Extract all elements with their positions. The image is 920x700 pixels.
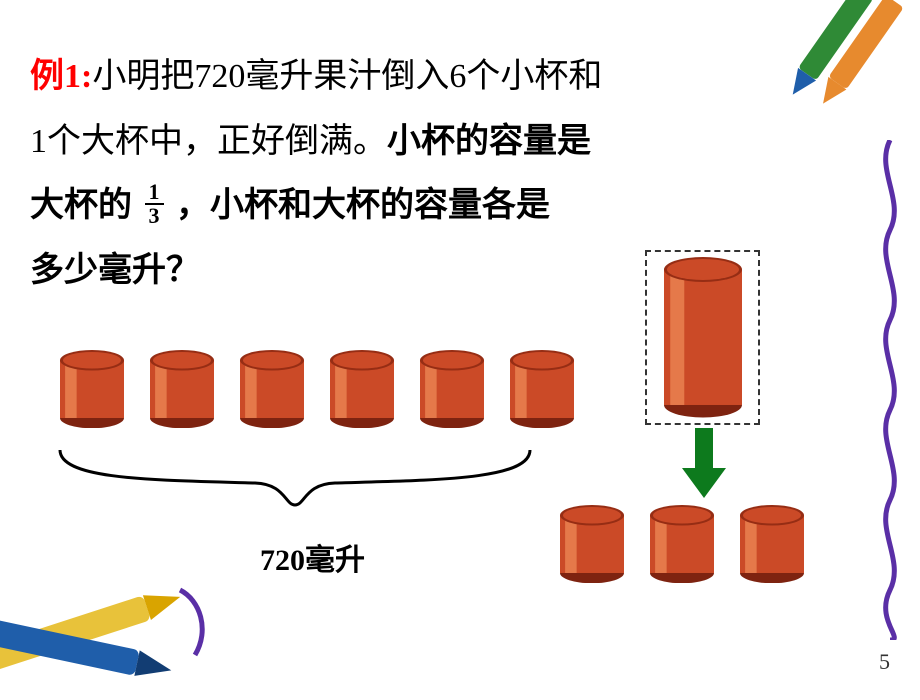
total-label: 720毫升 [260,535,365,579]
fraction-numerator: 1 [145,181,164,205]
squiggle-icon [870,140,910,640]
bold-part-c: ，小杯和大杯的容量各是 [176,187,550,224]
text-part-2: 1个大杯中，正好倒满。 [30,123,387,160]
slide: 例1:小明把720毫升果汁倒入6个小杯和 1个大杯中，正好倒满。小杯的容量是 大… [0,0,920,690]
small-cup-icon [150,350,214,433]
fraction: 1 3 [145,181,164,227]
down-arrow-icon [682,428,726,498]
big-cup-dashed-box [645,250,760,425]
crayon-bottom-left-icon [0,550,230,700]
small-cup-icon [510,350,574,433]
small-cup-icon [240,350,304,433]
small-cup-icon [740,505,804,588]
page-number: 5 [879,649,890,675]
fraction-denominator: 3 [145,205,164,227]
small-cup-icon [330,350,394,433]
bold-part-a: 小杯的容量是 [387,123,591,160]
big-cup-icon [664,257,742,417]
small-cup-icon [560,505,624,588]
small-cups-row [60,350,574,433]
text-part-1: 小明把720毫升果汁倒入6个小杯和 [92,58,602,95]
bold-part-d: 多少毫升？ [30,252,200,289]
brace-icon [55,445,535,515]
small-cup-icon [420,350,484,433]
equivalent-cups-row [560,505,804,588]
small-cup-icon [650,505,714,588]
small-cup-icon [60,350,124,433]
bold-part-b: 大杯的 [30,187,132,224]
example-label: 例1: [30,58,92,95]
